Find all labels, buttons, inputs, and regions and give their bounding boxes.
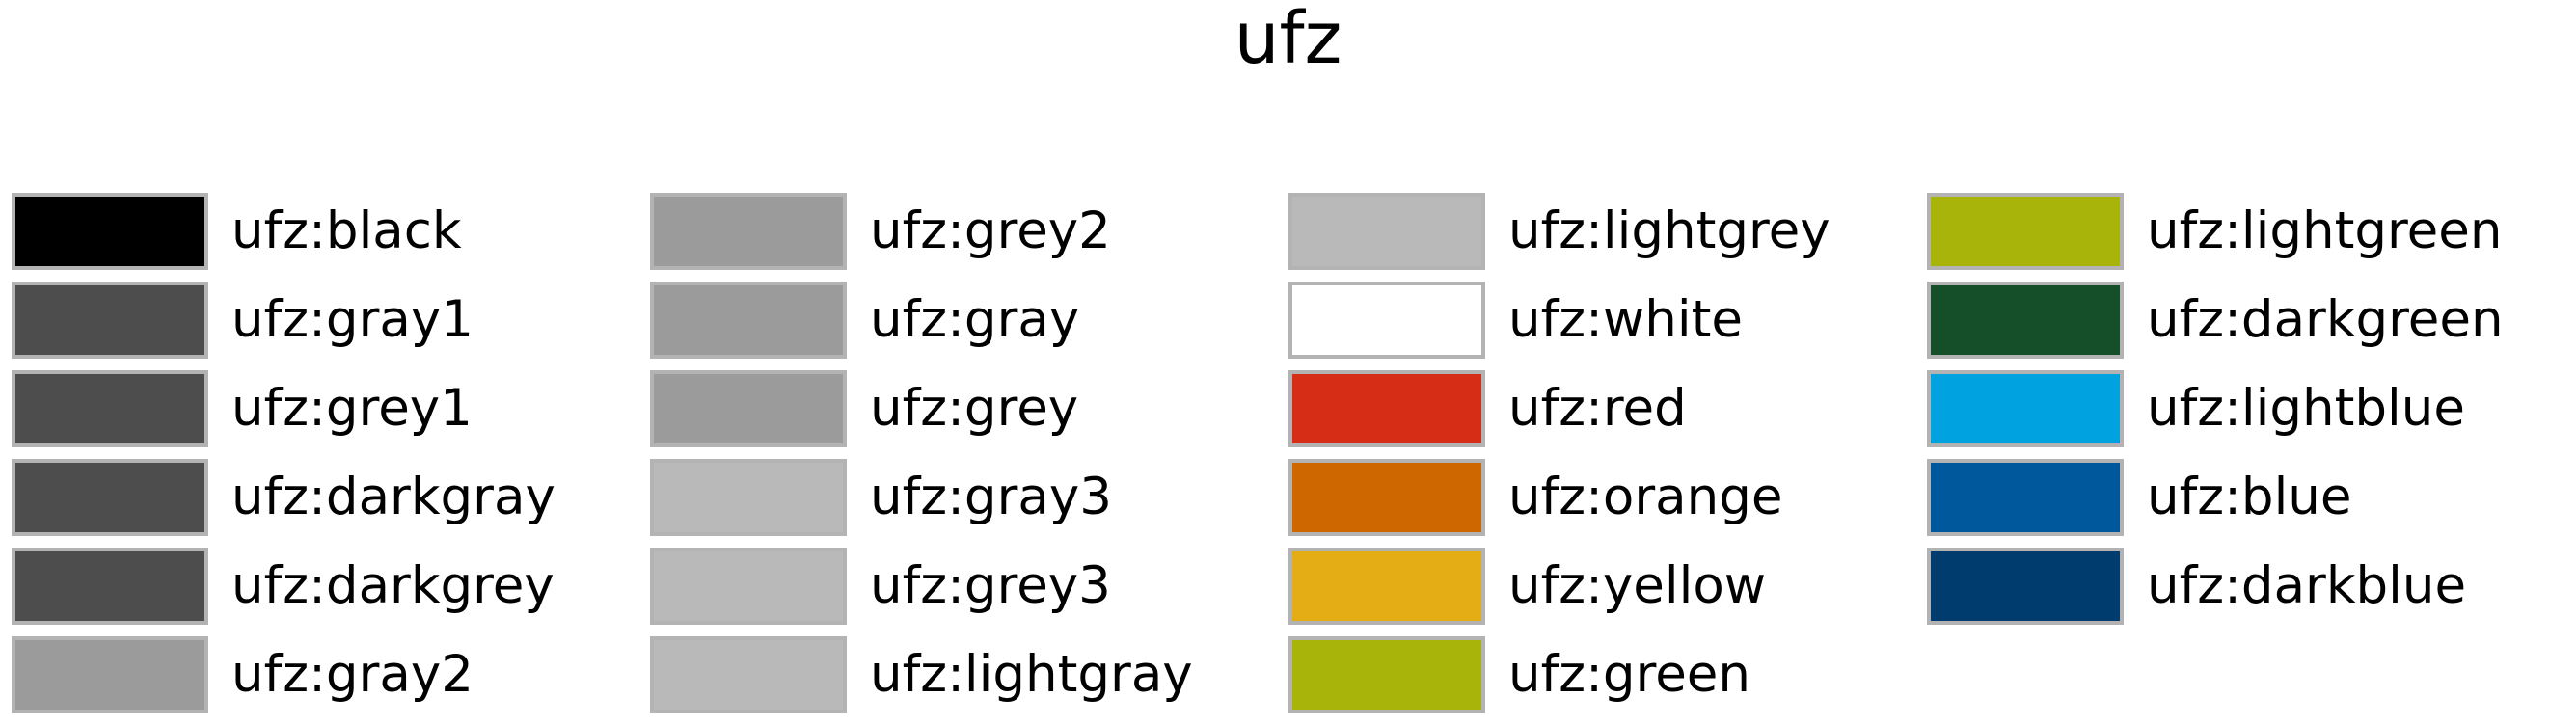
color-entry: ufz:darkgray <box>0 459 637 536</box>
color-swatch <box>1288 636 1485 713</box>
color-entry: ufz:black <box>0 193 637 270</box>
color-label: ufz:grey3 <box>870 556 1111 615</box>
color-entry: ufz:gray2 <box>0 636 637 713</box>
color-entry: ufz:blue <box>1915 459 2552 536</box>
color-label: ufz:gray2 <box>231 645 474 704</box>
color-swatch <box>1927 193 2124 270</box>
color-entry: ufz:gray <box>638 282 1275 359</box>
color-label: ufz:blue <box>2147 468 2352 526</box>
color-swatch <box>1927 548 2124 625</box>
color-swatch <box>12 282 208 359</box>
color-swatch <box>650 370 847 447</box>
color-swatch <box>12 370 208 447</box>
color-label: ufz:grey1 <box>231 379 473 438</box>
color-label: ufz:lightgrey <box>1508 201 1830 260</box>
color-swatch <box>1288 459 1485 536</box>
color-entry: ufz:red <box>1277 370 1913 447</box>
color-label: ufz:darkgrey <box>231 556 555 615</box>
color-entry: ufz:orange <box>1277 459 1913 536</box>
color-entry: ufz:darkblue <box>1915 548 2552 625</box>
color-swatch <box>1288 193 1485 270</box>
color-swatch <box>650 548 847 625</box>
color-entry: ufz:lightgray <box>638 636 1275 713</box>
color-label: ufz:orange <box>1508 468 1783 526</box>
color-entry: ufz:lightblue <box>1915 370 2552 447</box>
color-swatch <box>1927 459 2124 536</box>
color-label: ufz:lightgray <box>870 645 1193 704</box>
color-swatch <box>12 459 208 536</box>
color-label: ufz:lightgreen <box>2147 201 2503 260</box>
color-label: ufz:grey2 <box>870 201 1111 260</box>
color-entry: ufz:yellow <box>1277 548 1913 625</box>
color-swatch <box>1927 282 2124 359</box>
color-entry: ufz:grey3 <box>638 548 1275 625</box>
color-label: ufz:lightblue <box>2147 379 2465 438</box>
color-entry: ufz:lightgrey <box>1277 193 1913 270</box>
color-label: ufz:gray <box>870 290 1080 349</box>
color-entry: ufz:grey1 <box>0 370 637 447</box>
color-swatch <box>1927 370 2124 447</box>
color-swatch <box>650 459 847 536</box>
color-swatch <box>1288 282 1485 359</box>
color-entry: ufz:gray1 <box>0 282 637 359</box>
color-entry: ufz:grey <box>638 370 1275 447</box>
color-entry: ufz:gray3 <box>638 459 1275 536</box>
color-entry: ufz:lightgreen <box>1915 193 2552 270</box>
color-label: ufz:gray3 <box>870 468 1112 526</box>
color-label: ufz:white <box>1508 290 1743 349</box>
color-entry: ufz:green <box>1277 636 1913 713</box>
color-label: ufz:red <box>1508 379 1687 438</box>
color-entry: ufz:grey2 <box>638 193 1275 270</box>
color-swatch <box>650 193 847 270</box>
color-swatch <box>1288 548 1485 625</box>
color-label: ufz:gray1 <box>231 290 474 349</box>
color-entry: ufz:white <box>1277 282 1913 359</box>
color-swatch <box>12 193 208 270</box>
color-label: ufz:darkgray <box>231 468 556 526</box>
color-entry: ufz:darkgreen <box>1915 282 2552 359</box>
figure-title: ufz <box>1234 0 1342 80</box>
color-label: ufz:green <box>1508 645 1750 704</box>
color-swatch <box>12 636 208 713</box>
color-entry: ufz:darkgrey <box>0 548 637 625</box>
color-label: ufz:yellow <box>1508 556 1767 615</box>
color-swatch <box>650 282 847 359</box>
color-swatch <box>1288 370 1485 447</box>
color-label: ufz:darkblue <box>2147 556 2467 615</box>
color-swatch <box>12 548 208 625</box>
color-label: ufz:grey <box>870 379 1079 438</box>
color-label: ufz:darkgreen <box>2147 290 2504 349</box>
color-label: ufz:black <box>231 201 462 260</box>
color-swatch <box>650 636 847 713</box>
